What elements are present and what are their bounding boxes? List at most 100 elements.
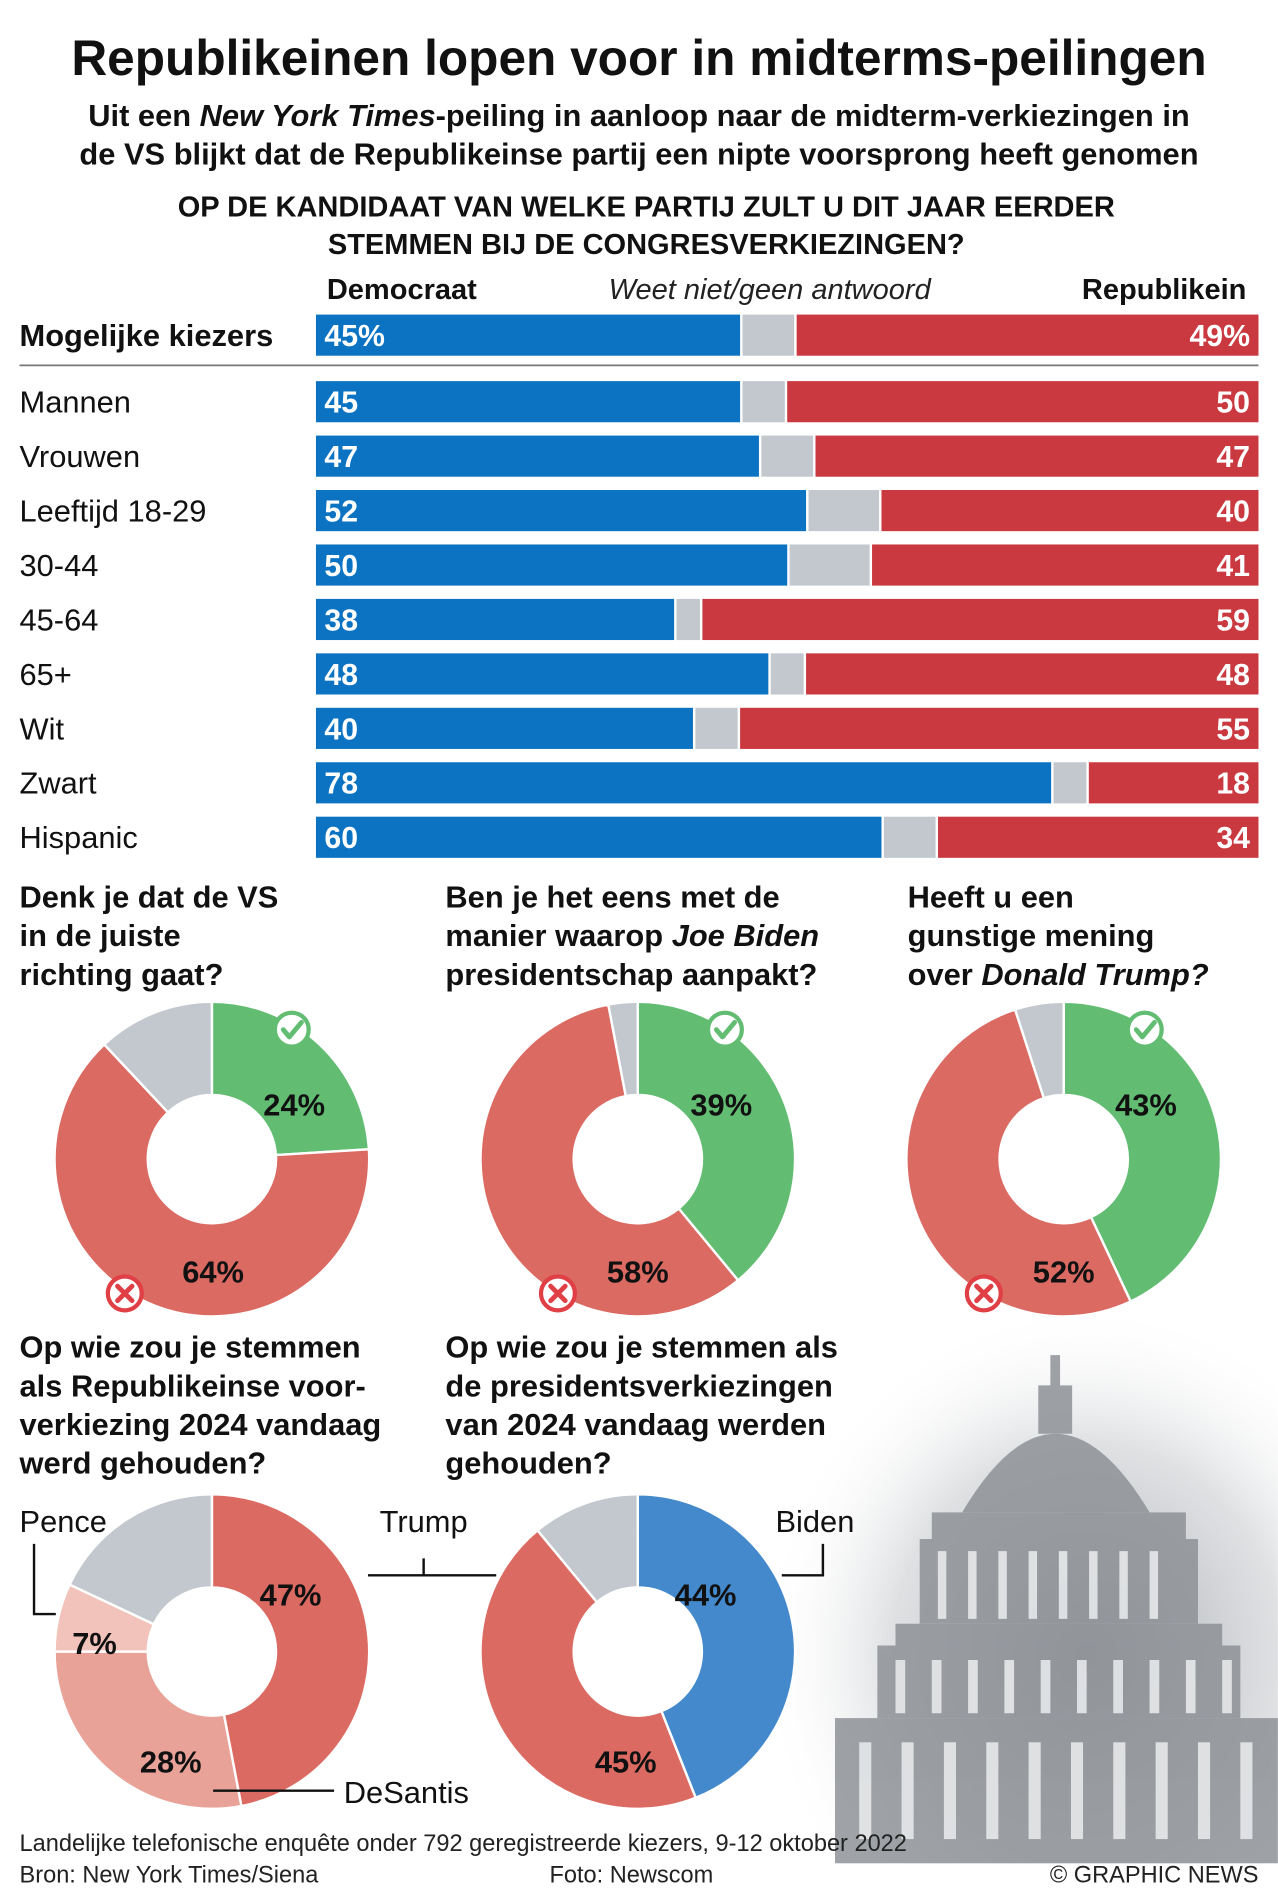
- question-text-segment: Joe Biden: [672, 918, 819, 953]
- footer-photo: Foto: Newscom: [549, 1862, 713, 1888]
- bar-democraat: [315, 435, 759, 477]
- biden-label: Biden: [775, 1504, 854, 1539]
- donut-slice-label: 43%: [1115, 1088, 1177, 1123]
- bar-value-republikein: 59: [1216, 604, 1250, 637]
- pie-5-question-line: Op wie zou je stemmen als: [445, 1330, 838, 1365]
- pie-3-question: Heeft u een gunstige mening over Donald …: [908, 879, 1209, 991]
- bar-republikein: [796, 314, 1259, 356]
- bar-value-democraat: 60: [324, 822, 358, 855]
- donut-slice-label: 45%: [595, 1745, 657, 1780]
- bar-democraat: [315, 490, 807, 532]
- bar-category-label: 65+: [20, 657, 72, 692]
- capitol-photo: [774, 1318, 1278, 1864]
- bar-republikein: [872, 544, 1259, 586]
- pie-1-question-line: Denk je dat de VS: [20, 879, 279, 914]
- pie-3-question-line: gunstige mening: [908, 918, 1155, 953]
- bar-republikein: [740, 707, 1259, 749]
- bar-democraat: [315, 598, 675, 641]
- donut-slice-nee: [53, 1042, 371, 1318]
- bar-category-label: Leeftijd 18-29: [20, 493, 207, 528]
- bar-democraat: [315, 707, 693, 749]
- footer-credit: © GRAPHIC NEWS: [1050, 1862, 1259, 1888]
- legend-weet-niet: Weet niet/geen antwoord: [609, 274, 932, 306]
- bar-republikein: [815, 435, 1259, 477]
- donut-slice-overig: [67, 1493, 214, 1626]
- question-text-segment: Donald Trump?: [981, 957, 1208, 992]
- bar-republikein: [702, 598, 1259, 641]
- bar-republikein: [806, 653, 1259, 695]
- pie-2-question-line: presidentschap aanpakt?: [445, 957, 817, 992]
- bar-category-label: Mannen: [20, 385, 131, 420]
- biden-leader-line: [781, 1543, 825, 1577]
- bar-value-democraat: 45%: [324, 320, 385, 353]
- bar-weet-niet: [770, 653, 804, 695]
- donut-slice-label: 39%: [690, 1088, 752, 1123]
- bar-category-label: Zwart: [20, 766, 98, 801]
- bar-democraat: [315, 762, 1052, 804]
- footer-source: Bron: New York Times/Siena: [20, 1862, 320, 1888]
- bar-weet-niet: [1053, 762, 1087, 804]
- bar-weet-niet: [761, 435, 814, 477]
- cross-icon: [105, 1274, 144, 1313]
- bar-weet-niet: [676, 598, 700, 641]
- pie-4-question-line: als Republikeinse voor-: [20, 1368, 366, 1403]
- donut-slice-label: 24%: [263, 1088, 325, 1123]
- bar-weet-niet: [789, 544, 870, 586]
- pie-3-question-line: Heeft u een: [908, 879, 1074, 914]
- pie-2-question-line: Ben je het eens met de: [445, 879, 779, 914]
- pie-1-question-line: richting gaat?: [20, 957, 224, 992]
- bar-question-line-1: OP DE KANDIDAAT VAN WELKE PARTIJ ZULT U …: [178, 192, 1115, 224]
- pie-4-question-line: Op wie zou je stemmen: [20, 1330, 361, 1365]
- trump-label: Trump: [380, 1504, 468, 1539]
- pie-2-question: Ben je het eens met de manier waarop Joe…: [445, 879, 819, 991]
- pence-leader-line: [32, 1543, 56, 1616]
- intro-line-1: Uit een New York Times-peiling in aanloo…: [88, 98, 1190, 133]
- bar-value-democraat: 48: [324, 659, 358, 692]
- footer-note: Landelijke telefonische enquête onder 79…: [20, 1830, 907, 1856]
- donut-chart: 47% 28% 7%: [53, 1493, 371, 1811]
- bar-value-democraat: 45: [324, 387, 358, 420]
- donut-slice-label: 28%: [140, 1745, 202, 1780]
- bar-value-democraat: 78: [324, 768, 358, 801]
- bar-democraat: [315, 816, 882, 858]
- bar-value-republikein: 34: [1216, 822, 1250, 855]
- check-icon: [1125, 1010, 1164, 1049]
- candidate-callouts: [32, 1543, 825, 1792]
- bar-democraat: [315, 653, 769, 695]
- check-icon: [705, 1010, 744, 1049]
- donut-slice-label: 64%: [182, 1255, 244, 1290]
- bar-weet-niet: [742, 381, 785, 423]
- intro-line-2: de VS blijkt dat de Republikeinse partij…: [79, 137, 1198, 172]
- question-text-segment: over: [908, 957, 982, 992]
- donut-slice-label: 7%: [72, 1626, 117, 1661]
- bar-value-republikein: 18: [1216, 768, 1250, 801]
- bar-democraat: [315, 544, 788, 586]
- donut-slice-desantis: [53, 1650, 243, 1811]
- legend-democraat: Democraat: [327, 274, 477, 306]
- question-text-segment: manier waarop: [445, 918, 671, 953]
- trump-leader-line: [367, 1558, 497, 1577]
- page-title: Republikeinen lopen voor in midterms-pei…: [71, 30, 1206, 86]
- bar-republikein: [881, 490, 1259, 532]
- bar-republikein: [787, 381, 1259, 423]
- check-icon: [272, 1010, 311, 1049]
- donut-slice-weet-niet: [1013, 1000, 1065, 1100]
- donut-slice-weet-niet: [606, 1000, 639, 1098]
- bar-value-republikein: 50: [1216, 387, 1250, 420]
- bar-category-label: Mogelijke kiezers: [20, 318, 274, 353]
- donut-chart: 39% 58%: [479, 1000, 797, 1318]
- bar-republikein: [938, 816, 1259, 858]
- pie-1-question: Denk je dat de VS in de juiste richting …: [20, 879, 279, 991]
- pie-4-question-line: verkiezing 2024 vandaag: [20, 1407, 382, 1442]
- pie-4-question: Op wie zou je stemmen als Republikeinse …: [19, 1330, 382, 1481]
- donut-slice-trump: [210, 1493, 371, 1808]
- cross-icon: [538, 1274, 577, 1313]
- donut-slice-weet-niet: [102, 1000, 214, 1115]
- bar-value-democraat: 50: [324, 550, 358, 583]
- bar-value-republikein: 49%: [1189, 320, 1250, 353]
- donut-chart: 44% 45%: [479, 1493, 797, 1811]
- desantis-label: DeSantis: [344, 1775, 469, 1810]
- donut-slice-ja: [1062, 1000, 1223, 1304]
- pie-5-question-line: van 2024 vandaag werden: [445, 1407, 826, 1442]
